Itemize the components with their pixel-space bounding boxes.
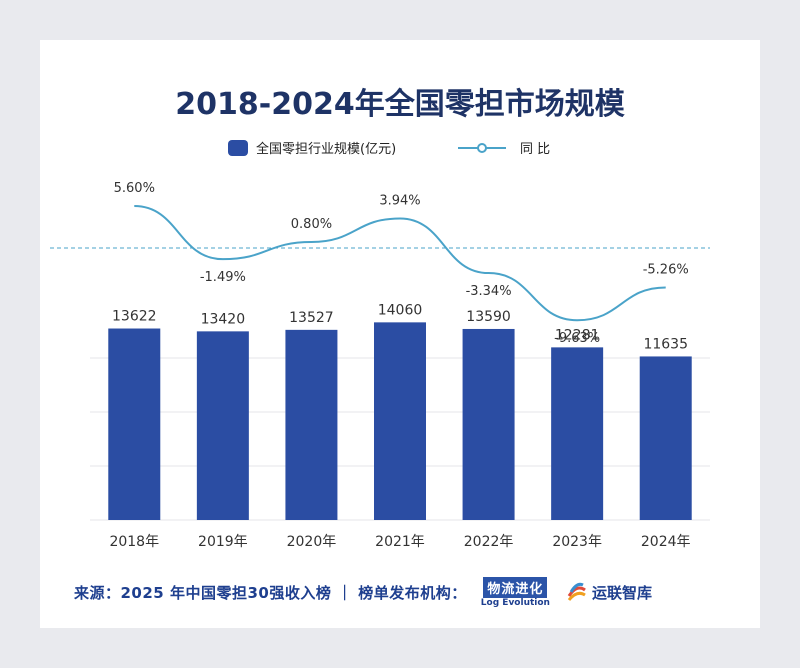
legend-line-marker — [477, 143, 487, 153]
bar — [374, 322, 426, 520]
yoy-value-label: 3.94% — [379, 193, 420, 208]
bar-value-labels: 13622 13420 13527 14060 13590 12281 11635 — [112, 302, 688, 352]
x-tick-label: 2019年 — [198, 534, 248, 550]
chart-card: 2018-2024年全国零担市场规模 全国零担行业规模(亿元) 同 比 1362… — [40, 40, 760, 628]
bar-value-label: 13527 — [289, 310, 334, 326]
bar-value-label: 13590 — [466, 309, 511, 325]
legend: 全国零担行业规模(亿元) 同 比 — [228, 140, 550, 157]
bar-value-label: 14060 — [378, 302, 423, 318]
bar — [285, 329, 338, 520]
yunlian-logo: 运联智库 — [566, 581, 652, 603]
footer: 来源：2025 年中国零担30强收入榜 ｜ 榜单发布机构： 物流进化 Log E… — [40, 572, 760, 612]
bar-value-label: 13622 — [112, 309, 157, 325]
x-tick-label: 2021年 — [375, 534, 425, 550]
bar — [551, 347, 604, 520]
legend-bar-label: 全国零担行业规模(亿元) — [256, 141, 396, 157]
yoy-value-label: -5.26% — [643, 262, 689, 277]
chart-title: 2018-2024年全国零担市场规模 — [175, 87, 624, 122]
x-tick-label: 2022年 — [464, 534, 514, 550]
bar — [639, 356, 692, 520]
source-text: 来源：2025 年中国零担30强收入榜 ｜ 榜单发布机构： — [74, 583, 467, 602]
yoy-value-label: -1.49% — [200, 270, 246, 285]
log-evolution-logo-en: Log Evolution — [480, 597, 550, 608]
x-axis-labels: 2018年 2019年 2020年 2021年 2022年 2023年 2024年 — [109, 534, 690, 550]
yoy-value-labels: 5.60% -1.49% 0.80% 3.94% -3.34% -9.63% -5.26% — [114, 181, 689, 346]
yoy-value-label: 0.80% — [291, 217, 332, 232]
yoy-value-label: -9.63% — [554, 331, 600, 346]
bar — [196, 331, 249, 520]
yunlian-logo-icon — [567, 582, 586, 601]
x-tick-label: 2018年 — [109, 534, 159, 550]
log-evolution-logo: 物流进化 Log Evolution — [480, 576, 550, 608]
log-evolution-logo-cn: 物流进化 — [483, 576, 548, 598]
legend-bar-swatch — [228, 140, 248, 156]
x-tick-label: 2023年 — [552, 534, 602, 550]
x-tick-label: 2024年 — [641, 534, 691, 550]
yoy-value-label: -3.34% — [466, 284, 512, 299]
yoy-line — [134, 205, 666, 322]
bar-series — [108, 322, 692, 520]
bar-value-label: 12281 — [555, 327, 600, 343]
bar-value-label: 11635 — [643, 336, 688, 352]
chart: 2018-2024年全国零担市场规模 全国零担行业规模(亿元) 同 比 1362… — [50, 87, 710, 550]
yoy-value-label: 5.60% — [114, 181, 155, 196]
x-tick-label: 2020年 — [287, 534, 337, 550]
yunlian-logo-text: 运联智库 — [591, 583, 652, 602]
bar-value-label: 13420 — [201, 311, 246, 327]
legend-line-label: 同 比 — [520, 142, 550, 157]
bar — [108, 328, 161, 520]
bar — [462, 328, 515, 520]
